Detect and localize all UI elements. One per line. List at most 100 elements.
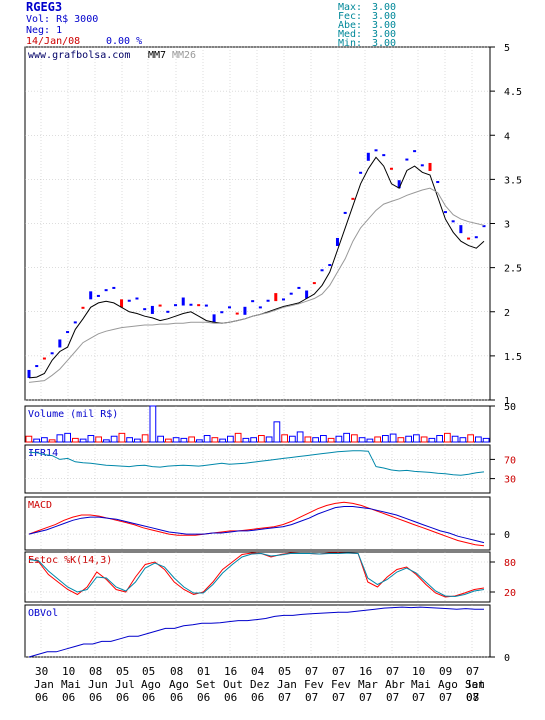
stat-label: Abe: bbox=[338, 20, 362, 31]
candle bbox=[73, 321, 77, 324]
volume-bar bbox=[141, 434, 149, 443]
volume-info: Vol: R$ 3000 bbox=[26, 14, 98, 25]
volume-bar bbox=[234, 432, 242, 443]
volume-bar bbox=[79, 438, 87, 443]
x-day-label: 07 bbox=[386, 665, 399, 678]
panel-title: IFR14 bbox=[28, 448, 58, 459]
y-tick-label: 50 bbox=[504, 402, 516, 413]
volume-bar bbox=[304, 436, 312, 443]
x-year-label: 07 bbox=[412, 691, 425, 704]
stat-label: Min: bbox=[338, 38, 362, 49]
candle bbox=[351, 197, 355, 200]
x-month-label: Fev bbox=[304, 678, 324, 691]
volume-bar bbox=[351, 434, 358, 443]
volume-bar bbox=[48, 439, 56, 443]
volume-bar bbox=[188, 436, 195, 443]
series-ifr-0 bbox=[28, 450, 485, 476]
candle bbox=[189, 303, 193, 306]
volume-bar bbox=[273, 421, 281, 443]
candle bbox=[143, 308, 147, 311]
panel-title: Estoc %K(14,3) bbox=[28, 555, 112, 566]
x-month-label: Set bbox=[196, 678, 216, 691]
x-month-label: Jan bbox=[277, 678, 297, 691]
volume-bar bbox=[312, 437, 319, 443]
volume-bar bbox=[467, 434, 474, 443]
y-tick-label: 4.5 bbox=[504, 87, 522, 98]
panel-title: OBVol bbox=[28, 608, 58, 619]
y-tick-label: 1 bbox=[504, 396, 510, 407]
x-day-label: 10 bbox=[412, 665, 425, 678]
y-tick-label: 30 bbox=[504, 475, 516, 486]
volume-bar bbox=[87, 435, 95, 443]
panel-frame bbox=[24, 496, 491, 551]
panel-title: MACD bbox=[28, 500, 52, 511]
volume-bar bbox=[126, 437, 133, 443]
candle bbox=[42, 357, 46, 360]
panel-estoc: Estoc %K(14,3) 80 20 bbox=[24, 551, 516, 603]
stat-label: Fec: bbox=[338, 11, 362, 22]
y-tick-label: 0 bbox=[504, 653, 510, 664]
y-tick-label: 1.5 bbox=[504, 352, 522, 363]
y-tick-label: 3.5 bbox=[504, 175, 522, 186]
stat-label: Med: bbox=[338, 29, 362, 40]
percent-change: 0.00 % bbox=[106, 36, 142, 47]
ticker-label: RGEG3 bbox=[26, 0, 62, 14]
panel-frame bbox=[24, 405, 491, 443]
volume-bar bbox=[482, 437, 490, 443]
candle bbox=[27, 369, 31, 378]
volume-bar bbox=[180, 437, 188, 443]
candle bbox=[405, 158, 409, 161]
candle bbox=[127, 299, 131, 302]
x-year-label: 06 bbox=[224, 691, 237, 704]
x-day-label: 09 bbox=[439, 665, 452, 678]
candle bbox=[220, 311, 224, 314]
candle bbox=[50, 352, 54, 355]
y-tick-label: 70 bbox=[504, 455, 516, 466]
volume-bar bbox=[41, 437, 48, 443]
x-day-label: 16 bbox=[224, 665, 237, 678]
stats-box: Max: 3.00 Fec: 3.00 Abe: 3.00 Med: 3.00 Min: 3.00 bbox=[338, 2, 396, 49]
candle bbox=[274, 293, 278, 302]
candle bbox=[212, 314, 216, 323]
x-month-label: Jan bbox=[34, 678, 54, 691]
candle bbox=[328, 264, 332, 267]
x-day-label: 30 bbox=[35, 665, 48, 678]
x-year-label: 07 bbox=[466, 691, 479, 704]
volume-bar bbox=[382, 435, 389, 443]
candle bbox=[312, 282, 316, 285]
volume-bar bbox=[165, 438, 172, 443]
x-month-label: Fev bbox=[331, 678, 351, 691]
y-tick-label: 2 bbox=[504, 308, 510, 319]
volume-bar bbox=[149, 405, 157, 443]
x-day-label: 08 bbox=[170, 665, 183, 678]
candle bbox=[266, 299, 270, 302]
volume-bar bbox=[444, 432, 451, 443]
legend-mm7: MM7 bbox=[148, 50, 166, 61]
watermark: www.grafbolsa.com bbox=[28, 50, 130, 61]
x-day-label: 07 bbox=[466, 665, 479, 678]
volume-bar bbox=[219, 438, 226, 443]
candle bbox=[181, 297, 185, 306]
candle bbox=[443, 211, 447, 214]
candle bbox=[320, 269, 324, 272]
x-year-label: 06 bbox=[251, 691, 264, 704]
candle bbox=[96, 294, 100, 297]
volume-bar bbox=[436, 435, 443, 443]
legend-mm26: MM26 bbox=[172, 50, 196, 61]
volume-bar bbox=[72, 437, 79, 443]
x-month-label: Dez bbox=[250, 678, 270, 691]
volume-bar bbox=[118, 432, 126, 443]
stat-value: 3.00 bbox=[372, 38, 396, 49]
volume-bar bbox=[281, 434, 288, 443]
x-year-label: 06 bbox=[35, 691, 48, 704]
volume-bar bbox=[110, 435, 118, 443]
volume-bar bbox=[374, 436, 381, 443]
panel-frame bbox=[24, 604, 491, 658]
candle bbox=[228, 306, 232, 309]
date-info: 14/Jan/08 bbox=[26, 36, 80, 47]
candle bbox=[150, 305, 154, 314]
y-tick-label: 20 bbox=[504, 588, 516, 599]
y-tick-label: 0 bbox=[504, 530, 510, 541]
volume-bar bbox=[25, 435, 33, 443]
candle bbox=[35, 365, 39, 368]
